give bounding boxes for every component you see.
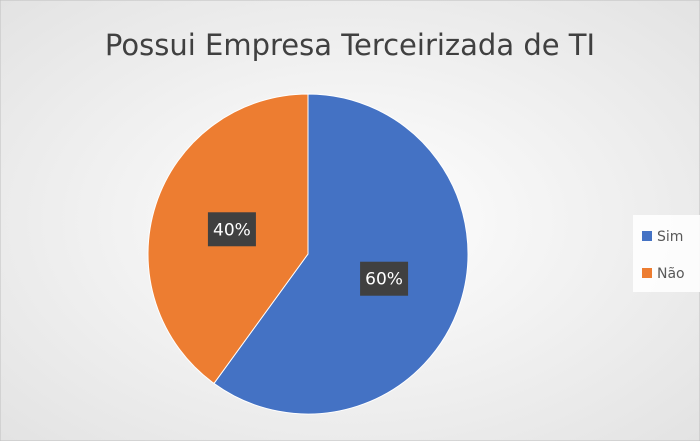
data-label: 60% [365, 270, 403, 290]
chart-title: Possui Empresa Terceirizada de TI [105, 28, 595, 62]
legend-label: Sim [657, 229, 683, 245]
legend-label: Não [657, 266, 685, 282]
pie-slice [213, 93, 469, 415]
data-label: 40% [213, 220, 251, 240]
data-label-box [207, 212, 256, 247]
legend-swatch [642, 231, 652, 241]
legend-box [633, 215, 700, 292]
legend-swatch [642, 268, 652, 278]
data-label-box [360, 261, 409, 296]
